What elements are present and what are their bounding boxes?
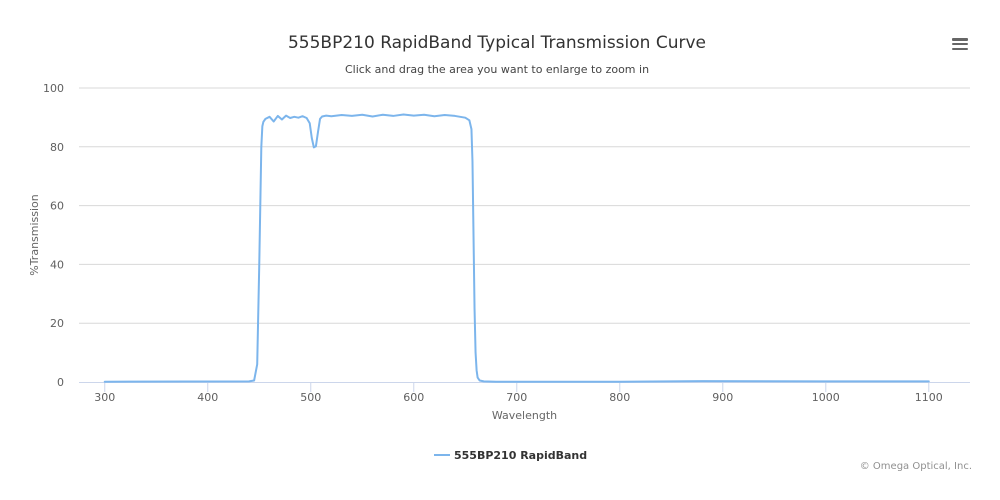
y-tick-label: 100 [43, 82, 64, 95]
x-tick-label: 300 [94, 391, 115, 404]
x-axis-title: Wavelength [492, 409, 557, 422]
y-tick-label: 40 [50, 258, 64, 271]
y-tick-label: 60 [50, 200, 64, 213]
x-tick-label: 400 [197, 391, 218, 404]
y-axis-title: %Transmission [28, 194, 41, 276]
y-tick-label: 20 [50, 317, 64, 330]
x-tick-label: 700 [506, 391, 527, 404]
series-line [103, 113, 930, 383]
legend-item-label: 555BP210 RapidBand [454, 449, 587, 462]
x-tick-label: 1100 [915, 391, 943, 404]
y-tick-label: 0 [57, 376, 64, 389]
menu-button[interactable] [946, 30, 974, 58]
y-tick-label: 80 [50, 141, 64, 154]
x-tick-label: 600 [403, 391, 424, 404]
x-tick-label: 900 [712, 391, 733, 404]
chart-subtitle: Click and drag the area you want to enla… [345, 63, 649, 76]
x-tick-label: 800 [609, 391, 630, 404]
chart-title: 555BP210 RapidBand Typical Transmission … [288, 33, 706, 53]
credits-text: © Omega Optical, Inc. [859, 461, 972, 472]
x-tick-label: 500 [300, 391, 321, 404]
hamburger-menu-icon [952, 38, 968, 50]
x-tick-label: 1000 [812, 391, 840, 404]
